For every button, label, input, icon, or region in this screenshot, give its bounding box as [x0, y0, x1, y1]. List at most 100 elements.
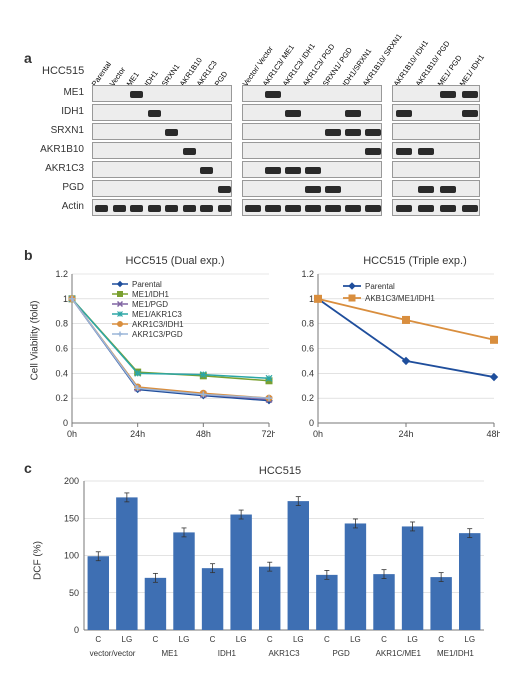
svg-text:C: C [324, 635, 330, 644]
blot-band [325, 186, 340, 193]
blot-strip [392, 142, 480, 159]
svg-text:AKR1C3/IDH1: AKR1C3/IDH1 [132, 320, 184, 329]
blot-band [396, 205, 413, 212]
svg-text:0.6: 0.6 [55, 344, 68, 354]
triple-exp-chart: HCC515 (Triple exp.) 00.20.40.60.811.20h… [290, 255, 500, 445]
blot-strip [242, 85, 382, 102]
blot-band [440, 91, 457, 98]
svg-text:150: 150 [64, 513, 79, 523]
svg-text:0: 0 [74, 625, 79, 635]
triple-exp-title: HCC515 (Triple exp.) [340, 255, 490, 267]
blot-band [165, 205, 178, 212]
svg-text:100: 100 [64, 551, 79, 561]
svg-text:50: 50 [69, 588, 79, 598]
blot-band [165, 129, 178, 136]
svg-text:LG: LG [293, 635, 304, 644]
svg-text:AKR1C3: AKR1C3 [268, 649, 300, 658]
blot-strip [392, 85, 480, 102]
svg-text:LG: LG [350, 635, 361, 644]
blot-strip [242, 161, 382, 178]
blot-strip [392, 180, 480, 197]
panel-c-label: c [24, 460, 32, 476]
blot-strip [92, 85, 232, 102]
blot-band [200, 205, 213, 212]
panel-b-label: b [24, 247, 33, 263]
blot-strip [392, 123, 480, 140]
blot-band [462, 205, 479, 212]
blot-band [95, 205, 108, 212]
blot-row-label: ME1 [20, 87, 84, 98]
svg-text:1.2: 1.2 [55, 270, 68, 279]
blot-band [440, 205, 457, 212]
panel-c-ylabel: DCF (%) [33, 521, 44, 601]
blot-band [285, 205, 300, 212]
svg-text:IDH1: IDH1 [218, 649, 237, 658]
svg-text:1: 1 [309, 294, 314, 304]
blot-band [285, 167, 300, 174]
blot-row-label: Actin [20, 201, 84, 212]
svg-text:0.8: 0.8 [55, 319, 68, 329]
blot-band [418, 205, 435, 212]
blot-strip [92, 180, 232, 197]
svg-text:0.6: 0.6 [301, 344, 314, 354]
svg-text:0.2: 0.2 [55, 393, 68, 403]
svg-text:LG: LG [464, 635, 475, 644]
svg-text:0.2: 0.2 [301, 393, 314, 403]
blot-strip [242, 142, 382, 159]
svg-text:C: C [267, 635, 273, 644]
svg-text:ME1/IDH1: ME1/IDH1 [132, 290, 169, 299]
svg-text:0.8: 0.8 [301, 319, 314, 329]
blot-band [265, 205, 280, 212]
svg-text:72h: 72h [261, 429, 275, 439]
blot-band [183, 205, 196, 212]
blot-band [200, 167, 213, 174]
blot-band [245, 205, 260, 212]
svg-text:Parental: Parental [132, 280, 162, 289]
blot-band [148, 110, 161, 117]
blot-strip [92, 123, 232, 140]
blot-band [345, 110, 360, 117]
blot-band [365, 148, 380, 155]
blot-band [183, 148, 196, 155]
svg-text:0: 0 [63, 418, 68, 428]
blot-band [345, 205, 360, 212]
blot-band [265, 91, 280, 98]
blot-band [365, 129, 380, 136]
svg-text:0h: 0h [67, 429, 77, 439]
blot-band [365, 205, 380, 212]
svg-text:LG: LG [407, 635, 418, 644]
svg-text:0h: 0h [313, 429, 323, 439]
svg-text:24h: 24h [398, 429, 413, 439]
blot-band [218, 205, 231, 212]
blot-band [345, 129, 360, 136]
dual-exp-chart: HCC515 (Dual exp.) 00.20.40.60.811.20h24… [40, 255, 275, 445]
svg-text:1: 1 [63, 294, 68, 304]
svg-text:AKR1C3/PGD: AKR1C3/PGD [132, 330, 183, 339]
svg-text:48h: 48h [196, 429, 211, 439]
blot-band [265, 167, 280, 174]
blot-band [325, 129, 340, 136]
blot-band [462, 110, 479, 117]
blot-band [113, 205, 126, 212]
blot-band [396, 148, 413, 155]
blot-row-label: AKR1B10 [20, 144, 84, 155]
blot-row-label: AKR1C3 [20, 163, 84, 174]
svg-text:ME1/PGD: ME1/PGD [132, 300, 168, 309]
blot-strip [242, 180, 382, 197]
blot-strip [242, 199, 382, 216]
svg-text:ME1: ME1 [161, 649, 178, 658]
blot-strip [392, 199, 480, 216]
dual-exp-title: HCC515 (Dual exp.) [100, 255, 250, 267]
svg-text:C: C [95, 635, 101, 644]
blot-band [418, 148, 435, 155]
dcf-bar-chart: HCC515 050100150200CLGvector/vectorCLGME… [50, 465, 490, 665]
svg-text:24h: 24h [130, 429, 145, 439]
svg-text:200: 200 [64, 476, 79, 486]
svg-text:ME1/AKR1C3: ME1/AKR1C3 [132, 310, 182, 319]
blot-band [418, 186, 435, 193]
svg-text:C: C [210, 635, 216, 644]
western-blot-panel: ParentalVectorME1IDH1SRXN1AKR1B10AKR1C3P… [20, 10, 500, 240]
blot-band [285, 110, 300, 117]
svg-text:0.4: 0.4 [301, 368, 314, 378]
blot-strip [392, 104, 480, 121]
